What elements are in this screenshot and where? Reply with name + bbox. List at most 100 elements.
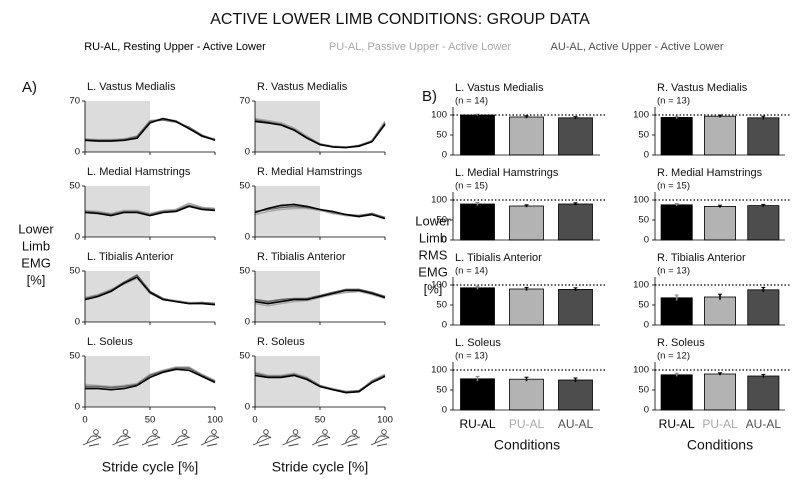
legend-entry: PU-AL, Passive Upper - Active Lower — [329, 41, 512, 53]
y-tick-label: 50 — [638, 385, 649, 396]
x-tick-label: 50 — [315, 415, 326, 426]
chart-subtitle: (n = 15) — [455, 181, 488, 192]
pictogram — [181, 429, 188, 435]
y-tick-label: 0 — [75, 317, 80, 328]
emg-trace — [254, 372, 386, 393]
y-tick-label: 50 — [436, 130, 447, 141]
chart-subtitle: (n = 15) — [657, 181, 690, 192]
pictogram — [311, 433, 331, 447]
emg-trace — [84, 366, 216, 388]
chart-title: R. Medial Hamstrings — [257, 166, 363, 178]
chart-title: R. Tibialis Anterior — [657, 252, 746, 264]
emg-trace — [84, 276, 216, 306]
chart-subtitle: (n = 13) — [657, 96, 690, 107]
bar — [704, 115, 737, 156]
emg-trace — [254, 288, 386, 303]
y-tick-label: 50 — [638, 215, 649, 226]
chart-title: L. Soleus — [455, 337, 501, 349]
y-tick-label: 0 — [442, 405, 447, 416]
chart-title: R. Tibialis Anterior — [257, 251, 346, 263]
pictogram — [171, 433, 190, 447]
chart-subtitle: (n = 13) — [455, 351, 488, 362]
x-axis-label: Conditions — [687, 437, 753, 453]
emg-trace — [84, 204, 216, 216]
chart-title: L. Vastus Medialis — [87, 81, 176, 93]
emg-trace — [254, 120, 386, 149]
chart-title: L. Soleus — [87, 336, 133, 348]
emg-trace — [254, 289, 386, 305]
y-tick-label: 0 — [644, 150, 649, 161]
bar — [558, 288, 593, 326]
pictogram — [370, 433, 390, 447]
emg-trace — [84, 205, 216, 217]
y-tick-label: 0 — [442, 320, 447, 331]
chart-title: L. Vastus Medialis — [455, 82, 544, 94]
chart-title: R. Medial Hamstrings — [657, 167, 763, 179]
bar — [660, 204, 693, 241]
bar — [747, 117, 780, 156]
pictogram — [263, 429, 269, 435]
x-axis-label: Stride cycle [%] — [272, 459, 368, 475]
y-tick-label: 0 — [245, 232, 250, 243]
y-tick-label: 50 — [69, 181, 80, 192]
pictogram — [112, 433, 131, 447]
bar — [460, 114, 495, 156]
pictogram — [252, 433, 272, 447]
y-tick-label: 50 — [436, 300, 447, 311]
y-tick-label: 100 — [431, 195, 447, 206]
y-axis-label: Lower — [18, 221, 54, 236]
pictogram — [122, 429, 129, 435]
pictogram — [292, 429, 299, 435]
y-tick-label: 70 — [239, 96, 250, 107]
figure-title: ACTIVE LOWER LIMB CONDITIONS: GROUP DATA — [210, 11, 590, 28]
x-tick-label: 0 — [252, 415, 257, 426]
y-axis-label: EMG — [418, 264, 448, 279]
y-tick-label: 0 — [644, 235, 649, 246]
bar — [704, 296, 737, 326]
bar — [509, 205, 544, 241]
chart-title: L. Tibialis Anterior — [87, 251, 174, 263]
bar — [558, 203, 593, 241]
bar — [660, 117, 693, 156]
bar — [460, 378, 495, 411]
y-tick-label: 100 — [431, 365, 447, 376]
category-label: PU-AL — [509, 417, 545, 431]
y-axis-label: Lower — [415, 213, 451, 228]
emg-trace — [85, 368, 216, 391]
x-tick-label: 100 — [377, 415, 393, 426]
shaded-region — [85, 101, 150, 152]
bar — [660, 374, 693, 411]
y-tick-label: 0 — [75, 232, 80, 243]
y-tick-label: 0 — [644, 405, 649, 416]
y-tick-label: 70 — [69, 96, 80, 107]
panel-label: A) — [22, 79, 37, 96]
bar — [460, 287, 495, 326]
pictogram — [211, 429, 217, 435]
y-tick-label: 0 — [442, 150, 447, 161]
bar — [704, 373, 737, 411]
pictogram — [282, 433, 301, 447]
emg-trace — [254, 290, 386, 307]
y-axis-label: [%] — [424, 281, 443, 296]
chart-subtitle: (n = 14) — [455, 266, 488, 277]
pictogram — [351, 429, 358, 435]
y-tick-label: 100 — [633, 280, 649, 291]
emg-trace — [254, 203, 386, 220]
chart-title: R. Vastus Medialis — [257, 81, 348, 93]
pictogram — [82, 433, 102, 447]
x-axis-label: Conditions — [494, 437, 560, 453]
pictogram — [322, 429, 328, 435]
y-axis-label: EMG — [21, 255, 51, 270]
y-tick-label: 0 — [75, 402, 80, 413]
bar — [558, 117, 593, 156]
bar — [660, 297, 693, 326]
chart-subtitle: (n = 14) — [455, 96, 488, 107]
emg-trace — [84, 202, 216, 215]
x-tick-label: 50 — [145, 415, 156, 426]
bar — [509, 378, 544, 411]
bar — [704, 205, 737, 241]
y-axis-label: [%] — [27, 272, 46, 287]
bar — [509, 116, 544, 156]
y-tick-label: 50 — [436, 215, 447, 226]
